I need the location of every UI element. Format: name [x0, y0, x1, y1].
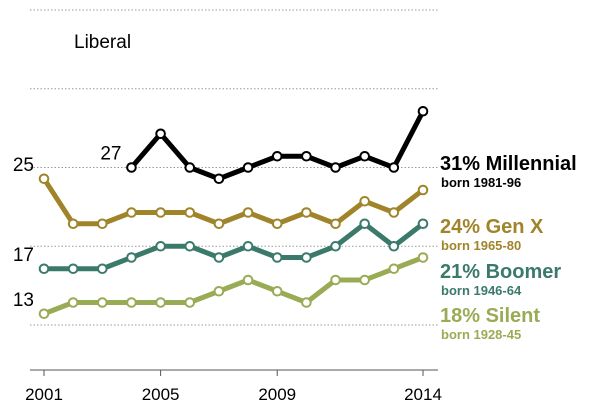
series-sublabel-silent: born 1928-45 [441, 327, 521, 342]
data-point-boomer [359, 218, 370, 230]
x-axis: 2001 2005 2009 2014 [25, 369, 442, 404]
data-point-millennial [242, 162, 254, 173]
data-point-boomer [97, 263, 108, 275]
data-point-silent [38, 308, 50, 320]
data-point-millennial [359, 150, 370, 162]
chart-title: Liberal [74, 32, 131, 53]
data-point-silent [388, 263, 400, 275]
data-point-silent [213, 285, 225, 297]
series-label-millennial: 31% Millennial [440, 153, 577, 175]
x-tick-label: 2005 [142, 385, 180, 404]
data-point-silent [184, 297, 196, 308]
data-point-silent [359, 274, 370, 286]
data-point-boomer [417, 218, 429, 230]
data-point-silent [155, 297, 166, 308]
series-sublabel-gen-x: born 1965-80 [441, 238, 521, 253]
series-line-millennial [128, 108, 426, 182]
x-tick-label: 2009 [258, 385, 296, 404]
series-label-boomer: 21% Boomer [440, 261, 561, 283]
data-point-millennial [155, 128, 166, 140]
data-point-boomer [126, 252, 137, 263]
data-point-boomer [213, 252, 225, 263]
data-point-gen-x [271, 218, 283, 230]
data-point-gen-x [213, 218, 225, 230]
series-sublabel-millennial: born 1981-96 [441, 175, 521, 190]
data-point-millennial [301, 150, 312, 162]
data-point-millennial [271, 150, 283, 162]
data-point-gen-x [388, 207, 400, 218]
data-point-silent [97, 297, 108, 308]
data-point-gen-x [242, 207, 254, 218]
data-point-silent [301, 297, 312, 308]
x-tick-label: 2014 [404, 385, 442, 404]
data-point-gen-x [359, 195, 370, 207]
series-sublabel-boomer: born 1946-64 [441, 283, 522, 298]
data-point-boomer [242, 240, 254, 252]
data-point-millennial [417, 105, 429, 117]
start-label-boomer: 17 [13, 245, 34, 266]
data-point-gen-x [67, 218, 79, 230]
start-label-millennial: 27 [100, 144, 121, 165]
series-label-silent: 18% Silent [440, 305, 540, 327]
data-point-millennial [184, 162, 196, 173]
data-point-silent [330, 274, 341, 286]
start-label-gen-x: 25 [13, 155, 34, 176]
data-point-boomer [271, 252, 283, 263]
data-point-boomer [67, 263, 79, 275]
data-point-gen-x [184, 207, 196, 218]
data-point-millennial [330, 162, 341, 173]
series-label-gen-x: 24% Gen X [440, 216, 544, 238]
data-point-gen-x [301, 207, 312, 218]
data-point-boomer [330, 240, 341, 252]
data-point-millennial [388, 162, 400, 173]
data-point-gen-x [330, 218, 341, 230]
data-point-gen-x [38, 173, 50, 185]
data-point-silent [417, 252, 429, 263]
gridlines [30, 9, 438, 326]
data-point-millennial [126, 162, 137, 173]
data-point-boomer [301, 252, 312, 263]
start-label-silent: 13 [13, 290, 34, 311]
data-point-boomer [388, 240, 400, 252]
x-tick-label: 2001 [25, 385, 63, 404]
data-point-silent [271, 285, 283, 297]
data-point-gen-x [126, 207, 137, 218]
data-point-silent [126, 297, 137, 308]
data-point-silent [242, 274, 254, 286]
data-point-gen-x [417, 184, 429, 196]
data-point-gen-x [155, 207, 166, 218]
data-point-boomer [184, 240, 196, 252]
data-point-gen-x [97, 218, 108, 230]
data-point-boomer [38, 263, 50, 275]
data-point-millennial [213, 173, 225, 185]
data-point-boomer [155, 240, 166, 252]
data-point-silent [67, 297, 79, 308]
